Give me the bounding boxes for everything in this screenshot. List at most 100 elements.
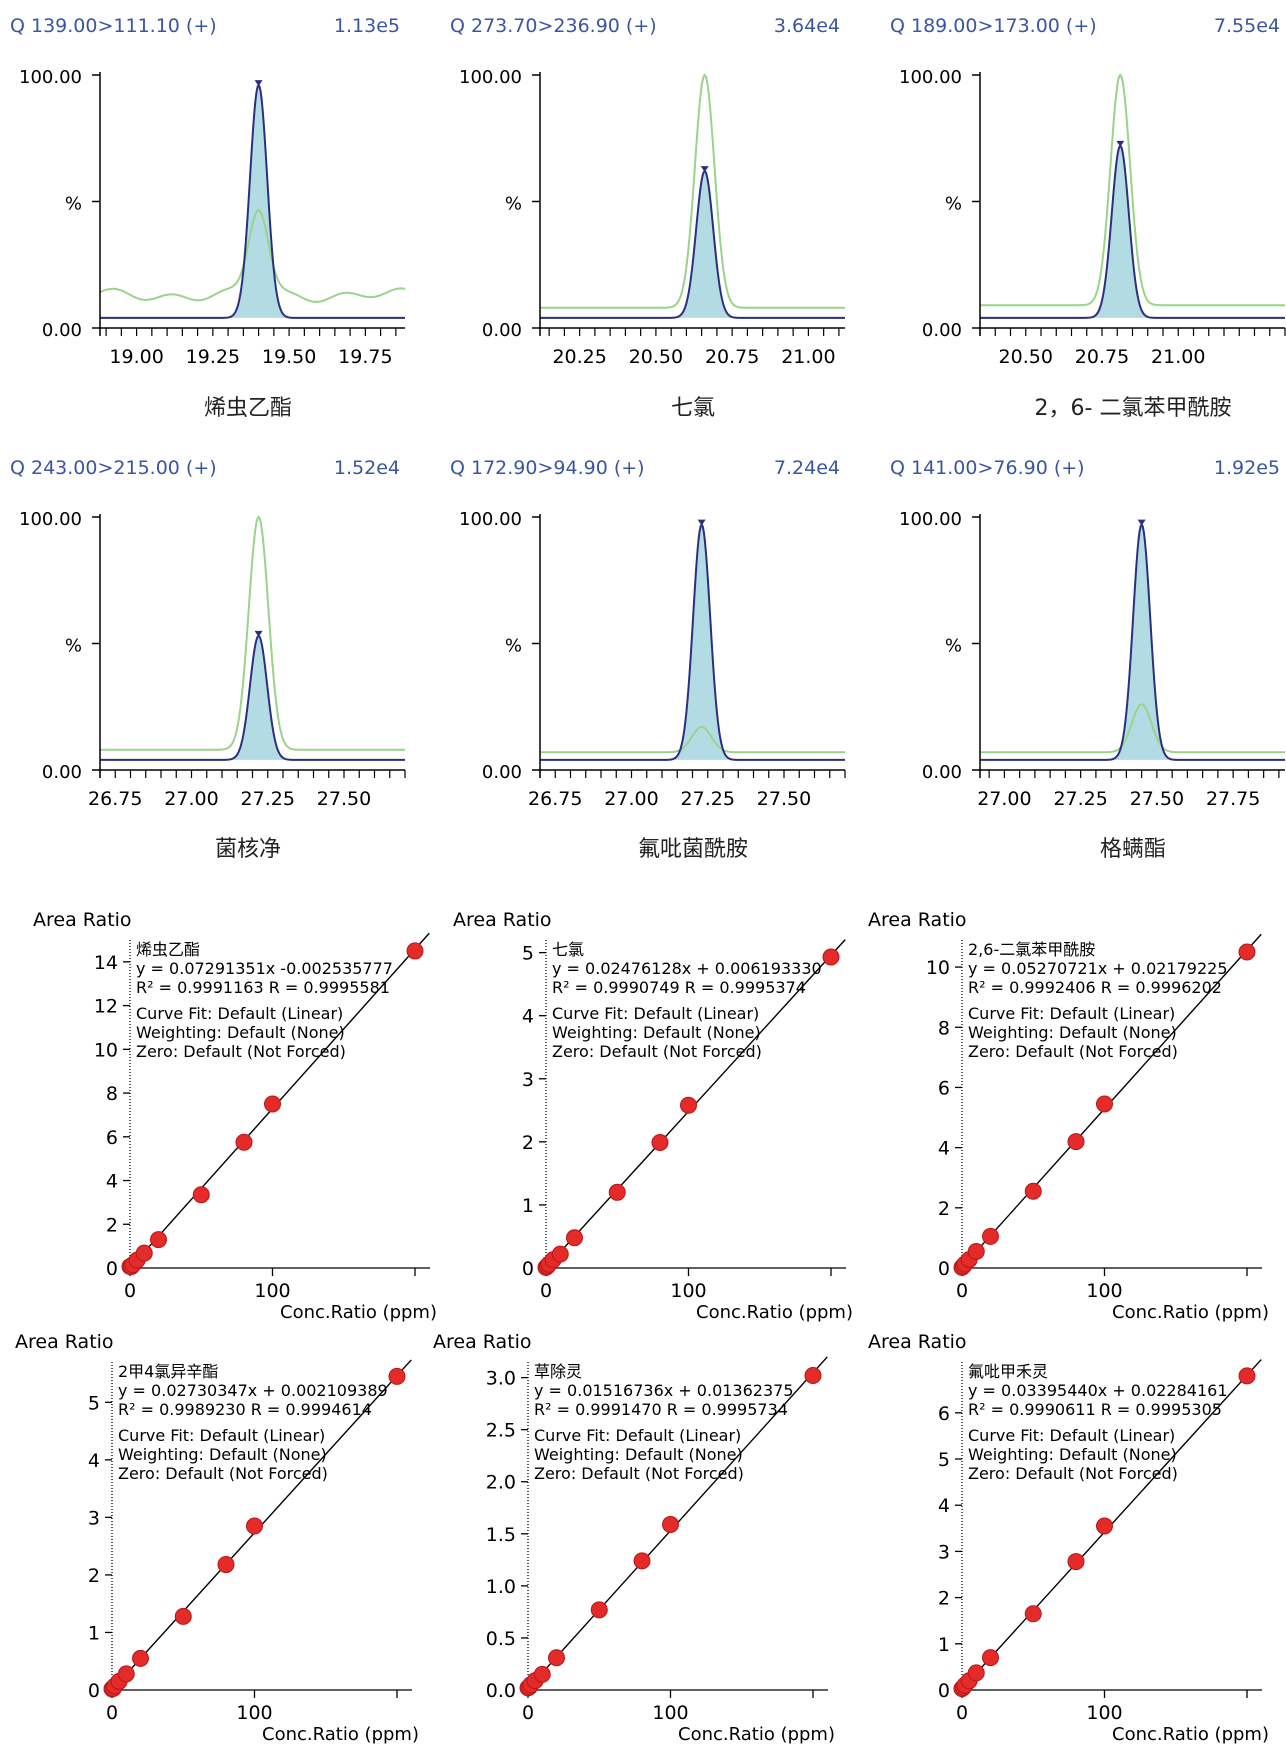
- y-tick-label: 4: [938, 1495, 950, 1517]
- intensity-label: 3.64e4: [774, 15, 840, 37]
- apex-marker: [1137, 519, 1146, 526]
- data-point: [982, 1227, 999, 1245]
- y-label-top: 100.00: [19, 509, 82, 530]
- zero-text: Zero: Default (Not Forced): [118, 1464, 328, 1483]
- data-point: [566, 1229, 583, 1247]
- y-tick-label: 14: [94, 952, 118, 974]
- data-point: [982, 1649, 999, 1667]
- x-tick-label: 27.00: [977, 788, 1031, 810]
- compound-label-2: 七氯: [670, 396, 715, 421]
- compound-label-5: 氟吡菌酰胺: [637, 837, 748, 862]
- calibration-chart-6: Area Ratio Conc.Ratio (ppm) 0 1 2 3 4 5 6 0 100 氟吡甲…: [868, 1331, 1269, 1745]
- blue-trace: [100, 83, 405, 319]
- y-label-bottom: 0.00: [922, 762, 962, 783]
- y-label-top: 100.00: [459, 509, 522, 530]
- data-point: [651, 1133, 669, 1151]
- apex-marker: [700, 166, 709, 173]
- x-tick-label: 26.75: [88, 788, 142, 810]
- peak-fill: [1091, 145, 1149, 318]
- compound-label-3: 2，6- 二氯苯甲酰胺: [1034, 396, 1232, 421]
- channel-label: Q 172.90>94.90 (+): [450, 457, 645, 479]
- green-trace: [100, 515, 405, 751]
- compound-name: 七氯: [552, 940, 584, 959]
- fit-text: Curve Fit: Default (Linear): [118, 1426, 325, 1445]
- zero-text: Zero: Default (Not Forced): [136, 1042, 346, 1061]
- x-axis-title: Conc.Ratio (ppm): [262, 1724, 419, 1745]
- x-tick-label: 27.50: [1130, 788, 1184, 810]
- green-trace: [540, 73, 845, 309]
- y-axis-title: Area Ratio: [33, 909, 132, 931]
- x-tick-label: 27.00: [164, 788, 218, 810]
- y-tick-label: 1: [88, 1622, 100, 1644]
- x-tick-label: 27.25: [681, 788, 735, 810]
- y-label-bottom: 0.00: [482, 762, 522, 783]
- y-tick-label: 2: [938, 1198, 950, 1220]
- r-values-text: R² = 0.9991470 R = 0.9995734: [534, 1400, 788, 1419]
- x-tick-label: 100: [1086, 1702, 1122, 1724]
- y-tick-label: 5: [522, 943, 534, 965]
- data-point: [967, 1664, 985, 1682]
- peak-fill: [1112, 524, 1172, 760]
- channel-label: Q 273.70>236.90 (+): [450, 15, 657, 37]
- y-tick-label: 4: [522, 1006, 534, 1028]
- y-tick-label: 3: [938, 1541, 950, 1563]
- x-tick-label: 0: [956, 1280, 968, 1302]
- x-tick-label: 100: [670, 1280, 706, 1302]
- green-trace: [99, 209, 406, 303]
- data-point: [406, 942, 424, 960]
- peak-fill: [672, 524, 732, 760]
- data-point: [1024, 1182, 1042, 1200]
- data-point: [150, 1231, 167, 1249]
- intensity-label: 1.13e5: [334, 15, 400, 37]
- peak-fill: [676, 171, 734, 318]
- data-point: [388, 1367, 406, 1385]
- weighting-text: Weighting: Default (None): [968, 1445, 1177, 1464]
- chromatogram-1: Q 139.00>111.10 (+) 1.13e5 100.00% 0.00 19.0…: [10, 15, 406, 368]
- apex-marker: [254, 630, 263, 637]
- x-axis-title: Conc.Ratio (ppm): [696, 1302, 853, 1323]
- chromatogram-3: Q 189.00>173.00 (+) 7.55e4 100.00% 0.00 20.5…: [890, 15, 1286, 368]
- y-tick-label: 0.5: [486, 1628, 516, 1650]
- blue-trace: [100, 634, 405, 761]
- peak-fill: [229, 85, 289, 318]
- y-tick-label: 1.0: [486, 1576, 516, 1598]
- y-tick-label: 6: [938, 1077, 950, 1099]
- fit-text: Curve Fit: Default (Linear): [968, 1004, 1175, 1023]
- channel-label: Q 141.00>76.90 (+): [890, 457, 1085, 479]
- y-label-bottom: 0.00: [42, 320, 82, 341]
- x-tick-label: 0: [106, 1702, 118, 1724]
- equation-text: y = 0.05270721x + 0.02179225: [968, 959, 1228, 978]
- y-tick-label: 10: [926, 957, 950, 979]
- data-point: [662, 1515, 679, 1533]
- data-point: [590, 1601, 608, 1619]
- data-point: [264, 1095, 281, 1113]
- zero-text: Zero: Default (Not Forced): [968, 1042, 1178, 1061]
- x-tick-label: 20.75: [1075, 346, 1129, 368]
- r-values-text: R² = 0.9992406 R = 0.9996202: [968, 978, 1222, 997]
- peak-fill: [231, 635, 287, 760]
- channel-label: Q 189.00>173.00 (+): [890, 15, 1097, 37]
- calibration-chart-1: Area Ratio Conc.Ratio (ppm) 0 2 4 6 8 10 12 14 0 10…: [33, 909, 437, 1323]
- y-axis-title: Area Ratio: [453, 909, 552, 931]
- data-point: [1096, 1517, 1113, 1535]
- y-tick-label: 4: [88, 1450, 100, 1472]
- data-point: [117, 1665, 135, 1683]
- y-label-top: 100.00: [19, 67, 82, 88]
- data-point: [235, 1133, 253, 1151]
- x-tick-label: 20.50: [999, 346, 1053, 368]
- data-point: [633, 1552, 651, 1570]
- blue-trace: [540, 522, 845, 761]
- y-tick-label: 2: [88, 1565, 100, 1587]
- r-values-text: R² = 0.9991163 R = 0.9995581: [136, 978, 390, 997]
- r-values-text: R² = 0.9990749 R = 0.9995374: [552, 978, 806, 997]
- y-label-top: 100.00: [459, 67, 522, 88]
- intensity-label: 1.92e5: [1214, 457, 1280, 479]
- y-tick-label: 12: [94, 996, 118, 1018]
- y-tick-label: 2.5: [486, 1420, 516, 1442]
- blue-trace: [540, 169, 845, 319]
- y-axis-title: Area Ratio: [868, 1331, 967, 1353]
- y-axis-title: Area Ratio: [15, 1331, 114, 1353]
- data-point: [132, 1649, 149, 1667]
- channel-label: Q 243.00>215.00 (+): [10, 457, 217, 479]
